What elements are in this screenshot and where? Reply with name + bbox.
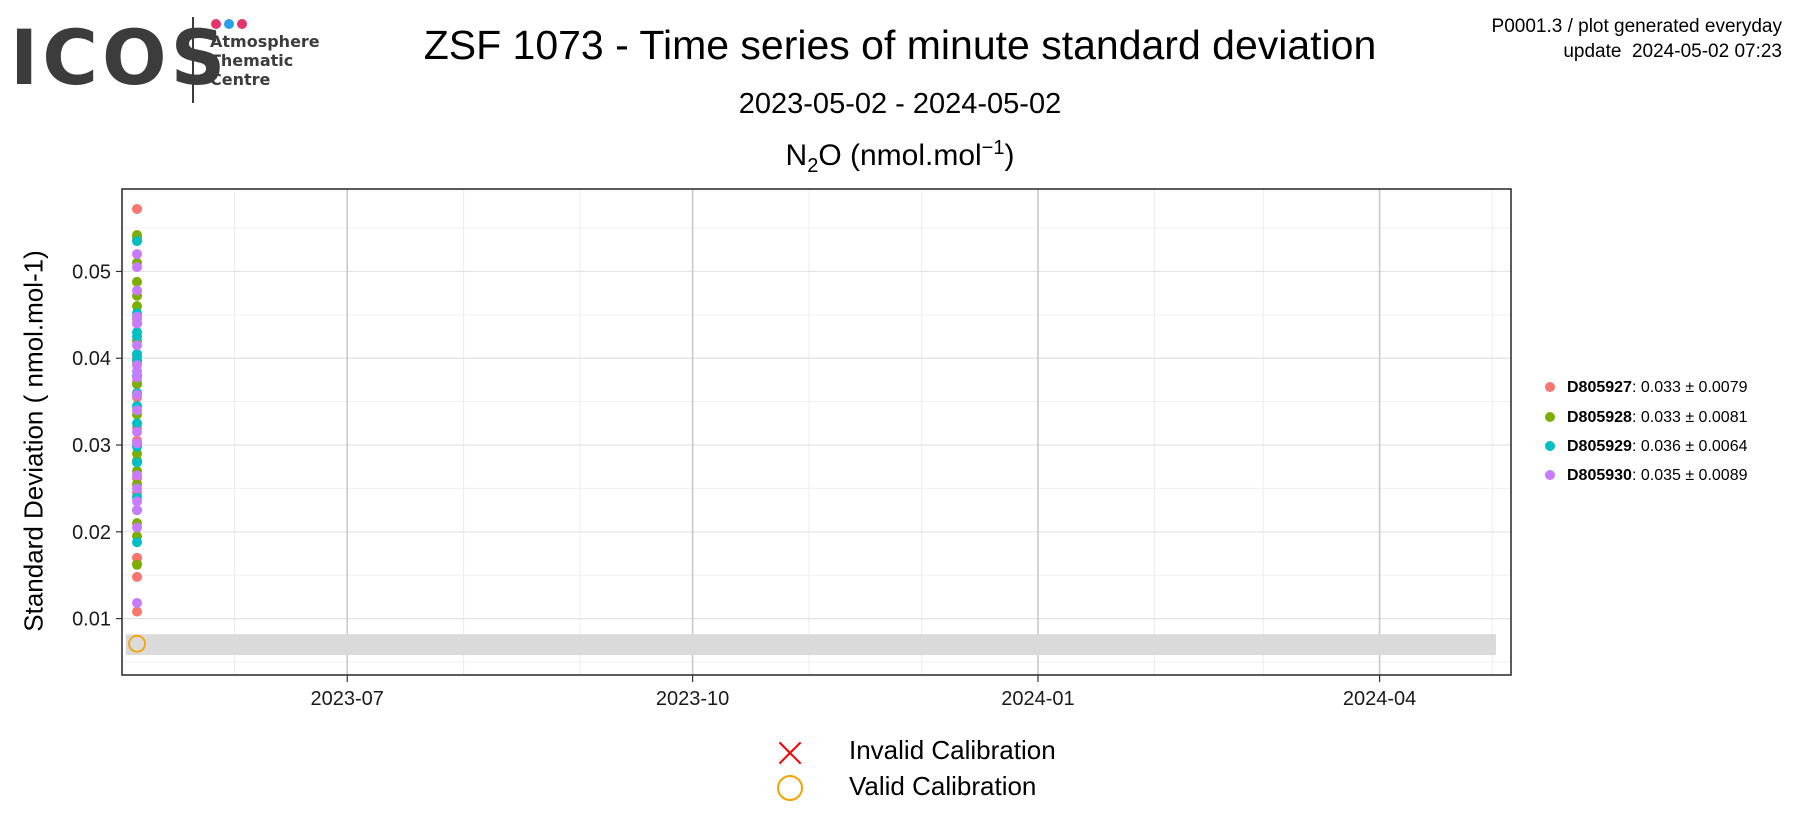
data-point-d805930 (132, 311, 143, 322)
y-tick-label: 0.03 (72, 435, 111, 457)
data-point-d805930 (132, 340, 143, 351)
legend-item-d805928: D805928: 0.033 ± 0.0081 (1545, 408, 1748, 428)
legend-swatch (1545, 469, 1555, 480)
data-point-d805930 (132, 505, 143, 516)
data-point-d805930 (132, 427, 143, 437)
data-point-d805930 (132, 372, 143, 383)
date-range-subtitle: 2023-05-02 - 2024-05-02 (738, 88, 1062, 120)
logo-wordmark: ICOS (10, 13, 230, 102)
data-point-d805930 (132, 285, 143, 296)
logo-line: Centre (210, 70, 271, 89)
legend-invalid-calibration: Invalid Calibration (775, 734, 1056, 766)
data-point-d805927 (132, 552, 143, 563)
circle-icon (777, 775, 803, 802)
x-tick-label: 2024-04 (1343, 688, 1416, 710)
page-title: ZSF 1073 - Time series of minute standar… (423, 22, 1377, 68)
legend-series-name: D805928 (1567, 409, 1632, 426)
data-point-d805930 (132, 249, 143, 260)
x-tick-label: 2023-07 (311, 688, 384, 710)
plot-meta-line: P0001.3 / plot generated everyday (1491, 16, 1782, 37)
data-point-d805930 (132, 470, 143, 481)
y-tick-label: 0.02 (72, 522, 111, 544)
y-axis-label: Standard Deviation ( nmol.mol-1) (19, 250, 50, 632)
species-subscript: 2 (807, 155, 819, 177)
data-point-d805929 (132, 457, 143, 468)
legend-series-stats: : 0.033 ± 0.0081 (1631, 409, 1748, 426)
x-axis: 2023-07 2023-10 2024-01 2024-04 (311, 675, 1416, 710)
legend-item-d805927: D805927: 0.033 ± 0.0079 (1545, 378, 1748, 398)
data-point-d805930 (132, 318, 143, 329)
data-point-d805929 (132, 537, 143, 548)
valid-calibration-marker (128, 634, 146, 653)
data-point-d805928 (132, 301, 143, 312)
y-tick-label: 0.01 (72, 609, 111, 631)
legend-swatch (1545, 411, 1555, 422)
data-point-d805929 (132, 418, 143, 429)
y-axis-label-text: Standard Deviation ( nmol.mol-1) (18, 250, 49, 632)
y-tick-label: 0.05 (72, 261, 111, 283)
data-point-d805928 (132, 448, 143, 459)
data-point-d805928 (132, 276, 143, 287)
legend-series-name: D805927 (1567, 379, 1632, 396)
species-symbol: N (785, 139, 808, 172)
data-point-d805929 (132, 331, 143, 342)
reference-band-layer (125, 634, 1496, 656)
unit-close: ) (1004, 139, 1015, 172)
data-point-d805927 (132, 203, 143, 214)
calibration-points (128, 634, 146, 653)
data-point-d805930 (132, 405, 143, 416)
data-point-d805930 (132, 597, 143, 608)
logo-divider (192, 17, 194, 103)
data-point-d805930 (132, 389, 143, 400)
data-point-d805928 (132, 559, 143, 570)
legend-valid-label: Valid Calibration (849, 771, 1037, 801)
logo-dot (237, 19, 247, 29)
y-axis: 0.01 0.02 0.03 0.04 0.05 (72, 261, 122, 631)
logo-line: Thematic (210, 51, 294, 70)
reference-band (125, 634, 1496, 656)
legend-swatch (1545, 381, 1555, 392)
data-point-d805930 (132, 496, 143, 507)
data-point-d805930 (132, 262, 143, 273)
x-tick-label: 2024-01 (1001, 688, 1074, 710)
update-timestamp: update 2024-05-02 07:23 (1563, 41, 1782, 62)
logo-dot (211, 19, 221, 29)
cross-icon (775, 737, 805, 767)
minor-grid (122, 189, 1511, 675)
legend-item-d805930: D805930: 0.035 ± 0.0089 (1545, 466, 1748, 486)
legend-series-stats: : 0.035 ± 0.0089 (1631, 467, 1748, 484)
icos-logo: ICOS Atmosphere Thematic Centre (10, 14, 330, 104)
legend-series-name: D805929 (1567, 438, 1632, 455)
legend-invalid-label: Invalid Calibration (849, 735, 1056, 765)
logo-dot (224, 19, 234, 29)
legend-series-name: D805930 (1567, 467, 1632, 484)
legend-valid-calibration: Valid Calibration (775, 770, 1036, 802)
x-tick-label: 2023-10 (656, 688, 729, 710)
data-point-d805927 (132, 606, 143, 617)
species-unit: O (nmol.mol (818, 139, 982, 172)
data-point-d805930 (132, 483, 143, 494)
legend-series-stats: : 0.033 ± 0.0079 (1631, 379, 1748, 396)
data-point-d805927 (132, 571, 143, 582)
data-points (132, 203, 143, 617)
panel-title: N2O (nmol.mol−1) (0, 137, 1800, 178)
y-tick-label: 0.04 (72, 348, 111, 370)
unit-exponent: −1 (981, 137, 1005, 159)
logo-dots (211, 16, 250, 29)
data-point-d805929 (132, 236, 143, 247)
logo-line: Atmosphere (210, 32, 320, 51)
legend-series-stats: : 0.036 ± 0.0064 (1631, 438, 1748, 455)
legend-swatch (1545, 440, 1555, 451)
plot-frame (121, 188, 1512, 676)
legend-item-d805929: D805929: 0.036 ± 0.0064 (1545, 437, 1748, 457)
logo-text: Atmosphere Thematic Centre (210, 32, 320, 89)
data-point-d805930 (132, 522, 143, 533)
data-point-d805928 (132, 379, 143, 390)
plot-meta: P0001.3 / plot generated everyday update… (1492, 14, 1782, 64)
major-grid (122, 189, 1511, 675)
data-point-d805930 (132, 438, 143, 449)
